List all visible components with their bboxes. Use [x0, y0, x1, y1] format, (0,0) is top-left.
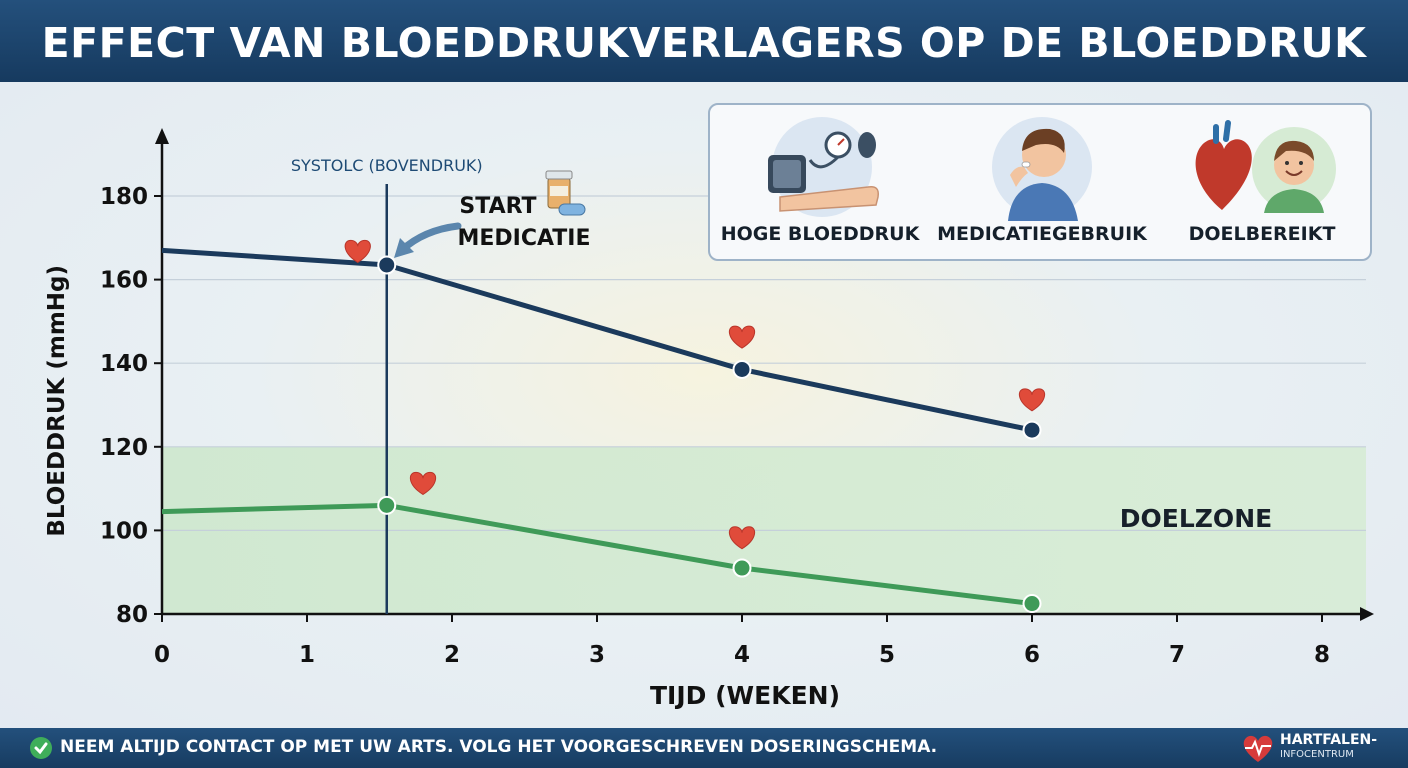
x-tick-label: 5: [879, 642, 895, 668]
brand-logo: HARTFALEN- INFOCENTRUM: [1240, 730, 1400, 766]
heart-icon: [728, 325, 756, 349]
x-axis-arrow: [1360, 607, 1374, 621]
x-tick-label: 6: [1024, 642, 1040, 668]
data-point: [377, 495, 397, 515]
y-tick-label: 100: [100, 518, 148, 544]
start-label: START: [459, 194, 536, 219]
footer-bar: NEEM ALTIJD CONTACT OP MET UW ARTS. VOLG…: [0, 728, 1408, 768]
heart-icon: [728, 526, 756, 550]
heart-and-happy-face-icon: [1195, 120, 1336, 213]
series-line-0: [161, 247, 1033, 433]
series-label-systolic: SYSTOLC (BOVENDRUK): [291, 156, 483, 175]
heart-icon: [1018, 388, 1046, 412]
blood-pressure-monitor-icon: [768, 117, 880, 217]
x-tick-label: 2: [444, 642, 460, 668]
person-taking-pill-icon: [992, 117, 1092, 221]
x-tick-label: 4: [734, 642, 750, 668]
x-tick-label: 8: [1314, 642, 1330, 668]
data-point: [1022, 420, 1042, 440]
y-axis-arrow: [155, 128, 169, 144]
data-point: [377, 255, 397, 275]
y-axis-label: BLOEDDRUK (mmHg): [44, 265, 70, 537]
target-zone-label: DOELZONE: [1120, 504, 1272, 533]
legend-item-medication: MEDICATIEGEBRUIK: [932, 105, 1152, 259]
heart-icon: [409, 471, 437, 496]
y-tick-label: 140: [100, 351, 148, 377]
data-point: [1022, 594, 1042, 614]
start-arrow-head: [394, 238, 414, 258]
series-line-1: [161, 502, 1033, 607]
x-tick-label: 0: [154, 642, 170, 668]
pill-bottle-icon: [545, 170, 586, 216]
y-tick-label: 80: [116, 602, 148, 628]
legend-item-high-bp: HOGE BLOEDDRUK: [710, 105, 930, 259]
heart-logo-icon: [1243, 735, 1273, 762]
x-tick-label: 7: [1169, 642, 1185, 668]
x-axis-label: TIJD (WEKEN): [650, 681, 840, 710]
data-point: [732, 558, 752, 578]
y-tick-label: 160: [100, 268, 148, 294]
x-tick-label: 1: [299, 642, 315, 668]
start-arrow: [398, 222, 462, 254]
brand-name-line1: HARTFALEN-: [1280, 732, 1378, 748]
footer-note: NEEM ALTIJD CONTACT OP MET UW ARTS. VOLG…: [60, 737, 938, 757]
blood-pressure-chart: DOELZONE 80 100 120 140 160 180 0 1 2 3 4 5 6 7 8 TIJD (…: [44, 128, 1374, 710]
legend-panel: HOGE BLOEDDRUK MEDICATIEGEBRUIK DOELBERE…: [708, 103, 1372, 261]
legend-label-high-bp: HOGE BLOEDDRUK: [720, 223, 920, 245]
y-tick-label: 120: [100, 435, 148, 461]
legend-label-target-reached: DOELBEREIKT: [1188, 223, 1336, 245]
heart-icon: [344, 239, 371, 264]
header-bar: EFFECT VAN BLOEDDRUKVERLAGERS OP DE BLOE…: [0, 0, 1408, 82]
checkmark-icon: [30, 737, 52, 759]
medication-label: MEDICATIE: [457, 226, 590, 251]
page-title: EFFECT VAN BLOEDDRUKVERLAGERS OP DE BLOE…: [41, 19, 1367, 67]
data-point: [732, 359, 752, 379]
legend-item-target-reached: DOELBEREIKT: [1152, 105, 1372, 259]
y-tick-label: 180: [100, 184, 148, 210]
brand-name-line2: INFOCENTRUM: [1280, 749, 1354, 760]
legend-label-medication: MEDICATIEGEBRUIK: [937, 223, 1147, 245]
x-tick-label: 3: [589, 642, 605, 668]
